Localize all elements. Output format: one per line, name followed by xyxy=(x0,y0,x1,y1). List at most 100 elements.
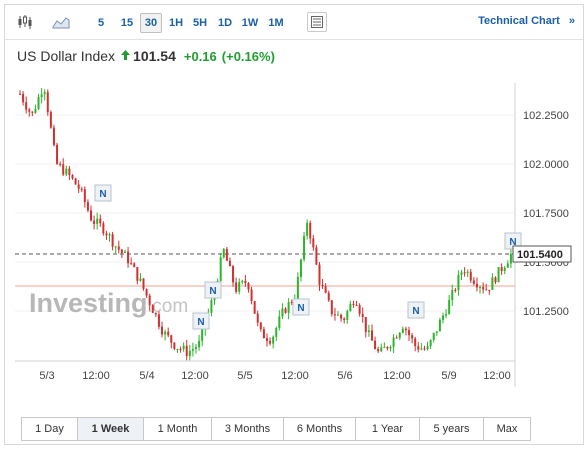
interval-15[interactable]: 15 xyxy=(120,17,134,29)
x-tick-label: 12:00 xyxy=(181,370,209,382)
candle-body xyxy=(259,322,262,330)
candle-body xyxy=(148,295,151,306)
candle-body xyxy=(25,102,28,110)
current-price-label: 101.5400 xyxy=(517,249,563,261)
news-marker-label: N xyxy=(509,237,516,248)
candle-body xyxy=(173,342,176,349)
news-markers[interactable]: N N N N N N xyxy=(94,184,522,330)
range-max[interactable]: Max xyxy=(496,423,518,435)
candle-body xyxy=(133,263,136,268)
candle-body xyxy=(284,308,287,313)
candle-body xyxy=(56,144,59,164)
candle-body xyxy=(154,312,157,315)
news-marker-label: N xyxy=(209,286,216,297)
range-6-months[interactable]: 6 Months xyxy=(284,418,356,440)
candle-body xyxy=(127,251,130,264)
candle-body xyxy=(318,264,321,285)
range-3-months[interactable]: 3 Months xyxy=(212,418,284,440)
candle-body xyxy=(96,218,99,224)
candle-body xyxy=(377,349,380,352)
candle-body xyxy=(380,347,383,352)
range-1-month[interactable]: 1 Month xyxy=(144,418,212,440)
candle-body xyxy=(312,238,315,248)
candle-body xyxy=(266,338,268,341)
x-tick-label: 12:00 xyxy=(82,370,110,382)
indicators-icon[interactable] xyxy=(307,12,327,32)
candle-body xyxy=(281,308,284,317)
candle-body xyxy=(278,316,281,329)
candle-body xyxy=(269,340,272,344)
candle-body xyxy=(210,300,213,313)
news-marker-box[interactable] xyxy=(192,312,210,330)
candle-body xyxy=(408,330,411,336)
candle-body xyxy=(238,282,241,292)
news-marker-label: N xyxy=(99,189,106,200)
candle-body xyxy=(488,289,491,291)
interval-1d[interactable]: 1D xyxy=(217,17,233,29)
candle-body xyxy=(93,220,96,224)
candle-body xyxy=(349,303,352,312)
candle-body xyxy=(52,127,55,145)
chart-widget: 5 15 30 1H 5H 1D 1W 1M Technical Chart »… xyxy=(4,4,584,445)
candle-body xyxy=(358,305,361,314)
candle-body xyxy=(343,318,346,321)
candle-body xyxy=(361,313,364,317)
time-range-selector: 1 Day 1 Week 1 Month 3 Months 6 Months 1… xyxy=(21,417,531,441)
candle-body xyxy=(494,277,497,283)
interval-30[interactable]: 30 xyxy=(140,13,162,33)
interval-1m[interactable]: 1M xyxy=(268,17,284,29)
candle-body xyxy=(164,331,167,335)
range-5-years[interactable]: 5 years xyxy=(420,418,484,440)
chart-toolbar: 5 15 30 1H 5H 1D 1W 1M Technical Chart » xyxy=(5,5,583,40)
candle-body xyxy=(454,289,457,291)
candle-body xyxy=(65,168,68,175)
candle-body xyxy=(296,276,299,301)
news-marker-box[interactable] xyxy=(292,298,310,316)
news-marker-box[interactable] xyxy=(407,301,425,319)
candle-body xyxy=(219,257,222,282)
candle-body xyxy=(139,278,142,281)
candle-body xyxy=(123,251,126,253)
candle-body xyxy=(364,316,367,332)
candlestick-icon[interactable] xyxy=(15,13,35,31)
candle-body xyxy=(398,332,401,338)
candle-body xyxy=(441,315,444,320)
candle-body xyxy=(262,329,265,339)
candle-body xyxy=(324,286,327,293)
candle-body xyxy=(309,223,312,239)
technical-chart-link[interactable]: Technical Chart » xyxy=(478,15,575,27)
candle-body xyxy=(34,109,37,113)
candle-body xyxy=(247,283,250,290)
news-marker-box[interactable] xyxy=(204,281,222,299)
candle-body xyxy=(275,328,278,337)
price-change-percent: (+0.16%) xyxy=(221,48,275,64)
candle-body xyxy=(340,314,343,319)
quote-header: US Dollar Index 101.54 +0.16 (+0.16%) xyxy=(17,47,275,65)
range-1-week[interactable]: 1 Week xyxy=(78,418,144,440)
instrument-name: US Dollar Index xyxy=(17,48,116,64)
interval-1w[interactable]: 1W xyxy=(241,17,259,29)
candle-body xyxy=(161,326,164,335)
candle-body xyxy=(136,267,139,281)
interval-5h[interactable]: 5H xyxy=(192,17,208,29)
candle-body xyxy=(321,284,324,287)
candle-body xyxy=(327,292,330,301)
candle-body xyxy=(482,287,485,290)
candle-body xyxy=(460,272,463,275)
range-1-year[interactable]: 1 Year xyxy=(356,418,420,440)
x-tick-label: 12:00 xyxy=(281,370,309,382)
range-1-day[interactable]: 1 Day xyxy=(22,418,78,440)
candle-body xyxy=(337,314,340,316)
interval-1h[interactable]: 1H xyxy=(168,17,184,29)
candle-body xyxy=(315,247,318,265)
candle-body xyxy=(352,303,355,305)
candle-body xyxy=(448,299,451,315)
area-chart-icon[interactable] xyxy=(51,13,71,31)
x-tick-label: 5/9 xyxy=(441,370,456,382)
news-marker-box[interactable] xyxy=(94,184,112,202)
interval-5[interactable]: 5 xyxy=(97,17,105,29)
candle-body xyxy=(432,332,435,340)
candle-body xyxy=(235,282,238,292)
candle-body xyxy=(303,235,306,260)
